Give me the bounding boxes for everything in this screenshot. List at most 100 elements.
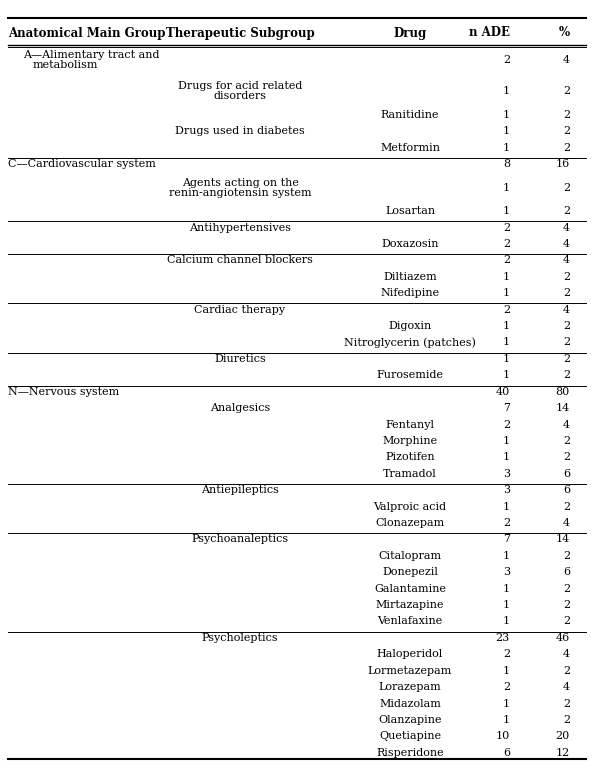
Text: Antihypertensives: Antihypertensives: [189, 223, 291, 233]
Text: 2: 2: [563, 699, 570, 709]
Text: 6: 6: [563, 485, 570, 495]
Text: Lorazepam: Lorazepam: [378, 682, 441, 692]
Text: Fentanyl: Fentanyl: [386, 420, 434, 430]
Text: 2: 2: [563, 502, 570, 512]
Text: Nitroglycerin (patches): Nitroglycerin (patches): [344, 337, 476, 348]
Text: 2: 2: [563, 666, 570, 676]
Text: 1: 1: [503, 206, 510, 216]
Text: 2: 2: [503, 223, 510, 233]
Text: metabolism: metabolism: [33, 60, 99, 70]
Text: Midazolam: Midazolam: [379, 699, 441, 709]
Text: 2: 2: [503, 239, 510, 249]
Text: Ranitidine: Ranitidine: [381, 110, 439, 120]
Text: 1: 1: [503, 600, 510, 610]
Text: Psycholeptics: Psycholeptics: [202, 633, 279, 643]
Text: 1: 1: [503, 142, 510, 152]
Text: 6: 6: [563, 567, 570, 577]
Text: A—Alimentary tract and: A—Alimentary tract and: [23, 50, 160, 60]
Text: 2: 2: [503, 305, 510, 315]
Text: Clonazepam: Clonazepam: [375, 518, 445, 528]
Text: 1: 1: [503, 370, 510, 380]
Text: 3: 3: [503, 468, 510, 478]
Text: 1: 1: [503, 436, 510, 446]
Text: 2: 2: [563, 436, 570, 446]
Text: 1: 1: [503, 126, 510, 136]
Text: 16: 16: [556, 159, 570, 169]
Text: Quetiapine: Quetiapine: [379, 731, 441, 741]
Text: 2: 2: [563, 338, 570, 348]
Text: Analgesics: Analgesics: [210, 404, 270, 413]
Text: disorders: disorders: [213, 91, 267, 101]
Text: Doxazosin: Doxazosin: [381, 239, 439, 249]
Text: 1: 1: [503, 354, 510, 364]
Text: 1: 1: [503, 617, 510, 626]
Text: 1: 1: [503, 452, 510, 462]
Text: Drugs used in diabetes: Drugs used in diabetes: [175, 126, 305, 136]
Text: 20: 20: [556, 731, 570, 741]
Text: Drug: Drug: [393, 26, 426, 39]
Text: 2: 2: [503, 56, 510, 66]
Text: Antiepileptics: Antiepileptics: [201, 485, 279, 495]
Text: Diltiazem: Diltiazem: [383, 272, 437, 282]
Text: Valproic acid: Valproic acid: [374, 502, 447, 512]
Text: 4: 4: [563, 682, 570, 692]
Text: Lormetazepam: Lormetazepam: [368, 666, 452, 676]
Text: 2: 2: [563, 126, 570, 136]
Text: Venlafaxine: Venlafaxine: [377, 617, 443, 626]
Text: 14: 14: [556, 534, 570, 544]
Text: 46: 46: [556, 633, 570, 643]
Text: Diuretics: Diuretics: [214, 354, 266, 364]
Text: 2: 2: [563, 354, 570, 364]
Text: 2: 2: [563, 206, 570, 216]
Text: 40: 40: [496, 386, 510, 397]
Text: Losartan: Losartan: [385, 206, 435, 216]
Text: 2: 2: [563, 452, 570, 462]
Text: 23: 23: [496, 633, 510, 643]
Text: 2: 2: [503, 682, 510, 692]
Text: 10: 10: [496, 731, 510, 741]
Text: 2: 2: [563, 142, 570, 152]
Text: 14: 14: [556, 404, 570, 413]
Text: 1: 1: [503, 666, 510, 676]
Text: 2: 2: [503, 420, 510, 430]
Text: 2: 2: [503, 255, 510, 265]
Text: 1: 1: [503, 288, 510, 298]
Text: Donepezil: Donepezil: [382, 567, 438, 577]
Text: Digoxin: Digoxin: [388, 321, 432, 331]
Text: 1: 1: [503, 182, 510, 192]
Text: 80: 80: [556, 386, 570, 397]
Text: 2: 2: [563, 86, 570, 96]
Text: 12: 12: [556, 747, 570, 758]
Text: renin-angiotensin system: renin-angiotensin system: [169, 188, 311, 198]
Text: 1: 1: [503, 699, 510, 709]
Text: 2: 2: [563, 110, 570, 120]
Text: 8: 8: [503, 159, 510, 169]
Text: Citalopram: Citalopram: [378, 551, 441, 561]
Text: Haloperidol: Haloperidol: [377, 649, 443, 659]
Text: Galantamine: Galantamine: [374, 584, 446, 594]
Text: 2: 2: [563, 617, 570, 626]
Text: 7: 7: [503, 404, 510, 413]
Text: 1: 1: [503, 86, 510, 96]
Text: 2: 2: [563, 370, 570, 380]
Text: %: %: [559, 26, 570, 39]
Text: 1: 1: [503, 715, 510, 725]
Text: 2: 2: [503, 518, 510, 528]
Text: 2: 2: [563, 600, 570, 610]
Text: 4: 4: [563, 518, 570, 528]
Text: 4: 4: [563, 255, 570, 265]
Text: 4: 4: [563, 56, 570, 66]
Text: Calcium channel blockers: Calcium channel blockers: [167, 255, 313, 265]
Text: Psychoanaleptics: Psychoanaleptics: [191, 534, 289, 544]
Text: 2: 2: [563, 715, 570, 725]
Text: Anatomical Main Group: Anatomical Main Group: [8, 26, 166, 39]
Text: 1: 1: [503, 272, 510, 282]
Text: 1: 1: [503, 502, 510, 512]
Text: Cardiac therapy: Cardiac therapy: [194, 305, 286, 315]
Text: Risperidone: Risperidone: [376, 747, 444, 758]
Text: 7: 7: [503, 534, 510, 544]
Text: 6: 6: [503, 747, 510, 758]
Text: C—Cardiovascular system: C—Cardiovascular system: [8, 159, 156, 169]
Text: Furosemide: Furosemide: [377, 370, 444, 380]
Text: 4: 4: [563, 649, 570, 659]
